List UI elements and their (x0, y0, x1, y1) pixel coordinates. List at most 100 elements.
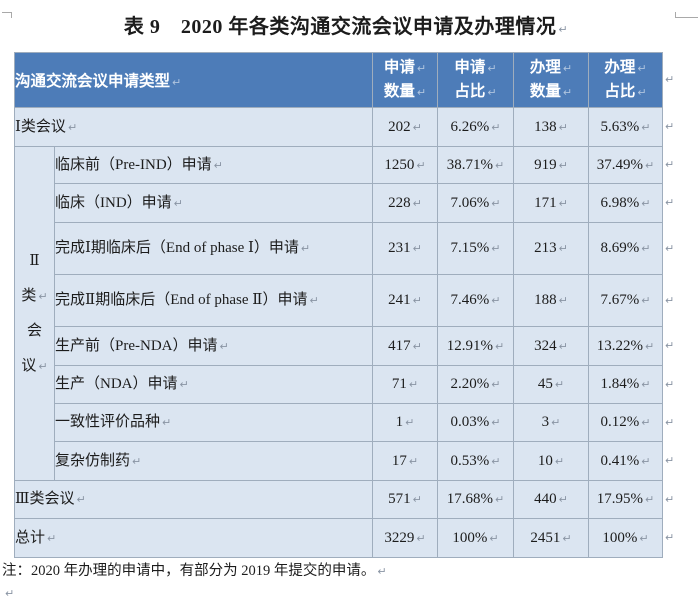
apply-pct-cell: 7.46% ↵ (438, 275, 514, 327)
table-title-text: 表 9 2020 年各类沟通交流会议申请及办理情况 (123, 16, 557, 38)
paragraph-mark: ↵ (487, 86, 497, 99)
handle-count-cell: 324 ↵ (514, 327, 589, 366)
row-end-mark: ↵ (665, 377, 675, 391)
page-margin-corner-mark-right (675, 12, 698, 18)
paragraph-mark: ↵ (412, 196, 422, 210)
paragraph-mark: ↵ (491, 294, 501, 307)
paragraph-mark: ↵ (487, 62, 497, 75)
handle-count-cell: 188 ↵ (514, 275, 589, 327)
paragraph-mark: ↵ (558, 339, 568, 353)
paragraph-mark: ↵ (558, 23, 569, 36)
table-row: 完成Ⅱ期临床后（End of phase Ⅱ）申请 ↵ 241 ↵ 7.46% ↵ 1… (15, 275, 663, 327)
row-end-mark: ↵ (665, 531, 675, 544)
handle-pct-cell: 100% ↵ (589, 519, 663, 558)
handle-count-cell: 45 ↵ (514, 366, 589, 404)
paragraph-mark: ↵ (491, 196, 501, 210)
row-label-cell: 完成Ⅱ期临床后（End of phase Ⅱ）申请 ↵ (55, 275, 373, 327)
paragraph-mark: ↵ (562, 531, 572, 545)
paragraph-mark: ↵ (213, 158, 223, 172)
handle-count-cell: 2451 ↵ (514, 519, 589, 558)
handle-pct-cell: 0.41% ↵ (589, 442, 663, 481)
paragraph-mark: ↵ (173, 196, 183, 210)
apply-pct-cell: 0.53% ↵ (438, 442, 514, 481)
row-label-cell: 一致性评价品种 ↵ (55, 404, 373, 442)
paragraph-mark: ↵ (645, 158, 655, 172)
paragraph-mark: ↵ (641, 454, 651, 468)
row-label-cell: 临床前（Pre-IND）申请 ↵ (55, 147, 373, 184)
handle-count-cell: 440 ↵ (514, 481, 589, 519)
apply-pct-cell: 0.03% ↵ (438, 404, 514, 442)
row-end-mark: ↵ (665, 339, 675, 352)
handle-pct-cell: 6.98% ↵ (589, 184, 663, 223)
paragraph-mark: ↵ (495, 493, 505, 506)
apply-count-cell: 241 ↵ (373, 275, 438, 327)
paragraph-mark: ↵ (412, 339, 422, 353)
paragraph-mark: ↵ (416, 86, 427, 99)
footnote: 注：2020 年办理的申请中，有部分为 2019 年提交的申请。 ↵ (2, 561, 387, 582)
apply-pct-cell: 38.71% ↵ (438, 147, 514, 184)
handle-count-cell: 3 ↵ (514, 404, 589, 442)
paragraph-mark: ↵ (641, 120, 651, 134)
apply-pct-cell: 17.68% ↵ (438, 481, 514, 519)
handle-pct-cell: 8.69% ↵ (589, 223, 663, 275)
page-margin-corner-mark-left (2, 12, 12, 18)
paragraph-mark: ↵ (554, 378, 565, 391)
paragraph-mark: ↵ (38, 359, 48, 373)
row-label-cell: 生产（NDA）申请 ↵ (55, 366, 373, 404)
header-handle-count: 办理 ↵ 数量 ↵ (514, 53, 589, 108)
paragraph-mark: ↵ (495, 158, 505, 172)
group-ii-label-cell: Ⅱ 类 ↵ 会 议 ↵ (15, 147, 55, 481)
apply-count-cell: 228 ↵ (373, 184, 438, 223)
apply-count-cell: 231 ↵ (373, 223, 438, 275)
paragraph-mark: ↵ (551, 416, 561, 429)
table-row: 临床（IND）申请 ↵ 228 ↵ 7.06% ↵ 171 ↵ 6.98% ↵ (15, 184, 663, 223)
row-end-mark: ↵ (665, 158, 675, 171)
apply-count-cell: 1 ↵ (373, 404, 438, 442)
paragraph-mark: ↵ (489, 531, 499, 545)
header-meeting-type: 沟通交流会议申请类型 ↵ (15, 53, 373, 108)
paragraph-mark: ↵ (179, 378, 189, 391)
row-end-mark-rail: ↵ ↵ ↵ ↵ ↵ ↵ ↵ ↵ ↵ ↵ ↵ ↵ (665, 52, 681, 557)
apply-pct-cell: 7.15% ↵ (438, 223, 514, 275)
paragraph-mark: ↵ (639, 531, 649, 545)
apply-count-cell: 417 ↵ (373, 327, 438, 366)
paragraph-mark: ↵ (405, 416, 415, 429)
paragraph-mark: ↵ (641, 242, 651, 255)
paragraph-mark: ↵ (554, 454, 565, 468)
handle-pct-cell: 1.84% ↵ (589, 366, 663, 404)
handle-pct-cell: 13.22% ↵ (589, 327, 663, 366)
handle-pct-cell: 5.63% ↵ (589, 108, 663, 147)
row-end-mark: ↵ (665, 196, 675, 209)
handle-count-cell: 10 ↵ (514, 442, 589, 481)
apply-count-cell: 1250 ↵ (373, 147, 438, 184)
table-row: Ⅰ类会议 ↵ 202 ↵ 6.26% ↵ 138 ↵ 5.63% ↵ (15, 108, 663, 147)
paragraph-mark: ↵ (412, 120, 422, 134)
paragraph-mark: ↵ (309, 294, 319, 307)
paragraph-mark: ↵ (416, 158, 426, 172)
paragraph-mark: ↵ (637, 62, 647, 75)
apply-pct-cell: 7.06% ↵ (438, 184, 514, 223)
paragraph-mark: ↵ (562, 62, 573, 75)
handle-pct-cell: 17.95% ↵ (589, 481, 663, 519)
handle-pct-cell: 37.49% ↵ (589, 147, 663, 184)
paragraph-mark: ↵ (162, 416, 172, 429)
row-label-cell: 复杂仿制药 ↵ (55, 442, 373, 481)
apply-count-cell: 71 ↵ (373, 366, 438, 404)
handle-pct-cell: 0.12% ↵ (589, 404, 663, 442)
paragraph-mark: ↵ (641, 378, 651, 391)
handle-pct-cell: 7.67% ↵ (589, 275, 663, 327)
paragraph-mark: ↵ (491, 120, 501, 134)
paragraph-mark: ↵ (495, 339, 505, 353)
row-label-cell: 完成Ⅰ期临床后（End of phase Ⅰ）申请 ↵ (55, 223, 373, 275)
paragraph-mark: ↵ (558, 242, 568, 255)
paragraph-mark: ↵ (641, 196, 651, 210)
row-label-cell: Ⅰ类会议 ↵ (15, 108, 373, 147)
paragraph-mark: ↵ (416, 531, 426, 545)
paragraph-mark: ↵ (558, 120, 568, 134)
paragraph-mark: ↵ (641, 294, 651, 307)
footnote-text: 注：2020 年办理的申请中，有部分为 2019 年提交的申请。 (2, 563, 376, 579)
row-end-mark: ↵ (665, 73, 675, 86)
handle-count-cell: 919 ↵ (514, 147, 589, 184)
paragraph-mark: ↵ (416, 62, 427, 75)
